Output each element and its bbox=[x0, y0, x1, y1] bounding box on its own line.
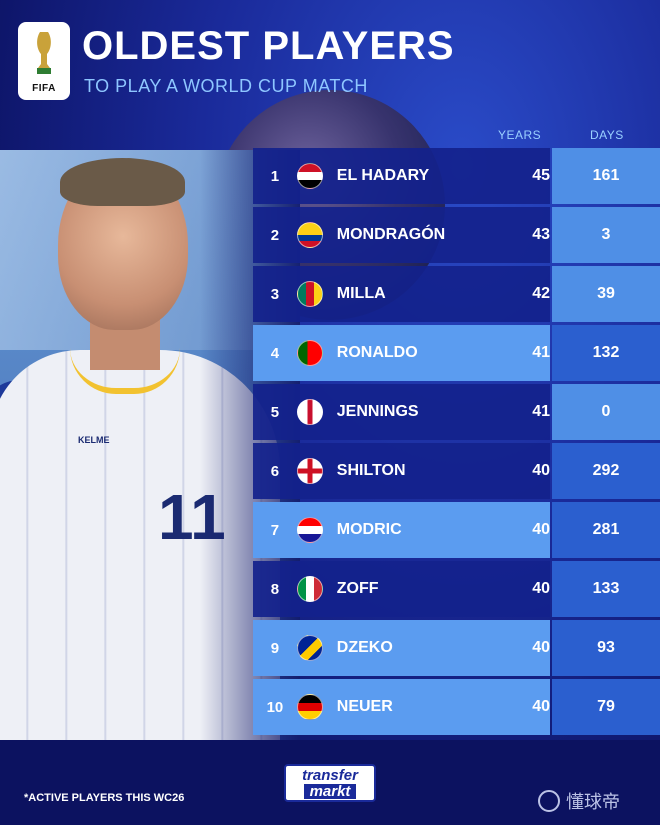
years-column-header: YEARS bbox=[498, 128, 542, 142]
days-value: 281 bbox=[592, 521, 620, 538]
egypt-flag-icon bbox=[296, 163, 323, 189]
page-title: OLDEST PLAYERS bbox=[82, 24, 455, 68]
player-photo: KELME 11 bbox=[0, 150, 300, 750]
colombia-flag-icon bbox=[296, 222, 323, 248]
player-name: MILLA bbox=[336, 285, 386, 302]
days-value: 133 bbox=[592, 580, 620, 597]
rank: 1 bbox=[270, 167, 280, 185]
player-name: NEUER bbox=[336, 698, 393, 715]
rank: 9 bbox=[270, 639, 280, 657]
football-icon bbox=[538, 790, 560, 812]
days-value: 3 bbox=[601, 226, 611, 243]
days-column-header: DAYS bbox=[590, 128, 624, 142]
years-value: 40 bbox=[532, 698, 551, 715]
transfermarkt-logo: transfer markt bbox=[284, 764, 376, 802]
years-value: 40 bbox=[532, 521, 551, 538]
table-row: 9 DZEKO 40 93 bbox=[253, 620, 660, 676]
brand-line2: markt bbox=[303, 783, 357, 799]
days-value: 79 bbox=[597, 698, 615, 715]
world-cup-logo: FIFA bbox=[18, 22, 70, 100]
italy-flag-icon bbox=[296, 576, 323, 602]
page-subtitle: TO PLAY A WORLD CUP MATCH bbox=[84, 76, 368, 96]
days-value: 0 bbox=[601, 403, 611, 420]
rank: 7 bbox=[270, 521, 280, 539]
table-row: 2 MONDRAGÓN 43 3 bbox=[253, 207, 660, 263]
croatia-flag-icon bbox=[296, 517, 323, 543]
player-name: MODRIC bbox=[336, 521, 402, 538]
footnote: *ACTIVE PLAYERS THIS WC26 bbox=[24, 792, 185, 804]
shirt-collar bbox=[70, 348, 180, 394]
rank: 4 bbox=[270, 344, 280, 362]
table-row: 1 EL HADARY 45 161 bbox=[253, 148, 660, 204]
shirt-brand: KELME bbox=[78, 435, 110, 445]
brand-line1: transfer bbox=[302, 766, 358, 784]
rank: 10 bbox=[266, 698, 284, 716]
table-row: 7 MODRIC 40 281 bbox=[253, 502, 660, 558]
fifa-label: FIFA bbox=[32, 83, 56, 94]
northern-ireland-flag-icon bbox=[296, 399, 323, 425]
years-value: 40 bbox=[532, 580, 551, 597]
player-name: JENNINGS bbox=[336, 403, 419, 420]
years-value: 41 bbox=[532, 344, 551, 361]
years-value: 45 bbox=[532, 167, 551, 184]
bosnia-flag-icon bbox=[296, 635, 323, 661]
player-hair bbox=[60, 158, 185, 206]
rank: 8 bbox=[270, 580, 280, 598]
rank: 5 bbox=[270, 403, 280, 421]
table-row: 3 MILLA 42 39 bbox=[253, 266, 660, 322]
player-name: EL HADARY bbox=[336, 167, 430, 184]
days-value: 132 bbox=[592, 344, 620, 361]
germany-flag-icon bbox=[296, 694, 323, 720]
days-value: 93 bbox=[597, 639, 615, 656]
days-value: 161 bbox=[592, 167, 620, 184]
years-value: 40 bbox=[532, 462, 551, 479]
player-name: RONALDO bbox=[336, 344, 418, 361]
years-value: 41 bbox=[532, 403, 551, 420]
years-value: 40 bbox=[532, 639, 551, 656]
player-name: ZOFF bbox=[336, 580, 379, 597]
table-row: 6 SHILTON 40 292 bbox=[253, 443, 660, 499]
table-row: 8 ZOFF 40 133 bbox=[253, 561, 660, 617]
rank: 2 bbox=[270, 226, 280, 244]
years-value: 43 bbox=[532, 226, 551, 243]
years-value: 42 bbox=[532, 285, 551, 302]
cameroon-flag-icon bbox=[296, 281, 323, 307]
portugal-flag-icon bbox=[296, 340, 323, 366]
player-name: MONDRAGÓN bbox=[336, 226, 446, 243]
table-row: 10 NEUER 40 79 bbox=[253, 679, 660, 735]
rank: 3 bbox=[270, 285, 280, 303]
england-flag-icon bbox=[296, 458, 323, 484]
table-row: 5 JENNINGS 41 0 bbox=[253, 384, 660, 440]
player-name: DZEKO bbox=[336, 639, 393, 656]
rank: 6 bbox=[270, 462, 280, 480]
player-name: SHILTON bbox=[336, 462, 406, 479]
watermark: 懂球帝 bbox=[538, 788, 620, 814]
trophy-icon bbox=[37, 32, 51, 74]
table-row: 4 RONALDO 41 132 bbox=[253, 325, 660, 381]
watermark-text: 懂球帝 bbox=[566, 792, 620, 812]
days-value: 39 bbox=[597, 285, 615, 302]
days-value: 292 bbox=[592, 462, 620, 479]
